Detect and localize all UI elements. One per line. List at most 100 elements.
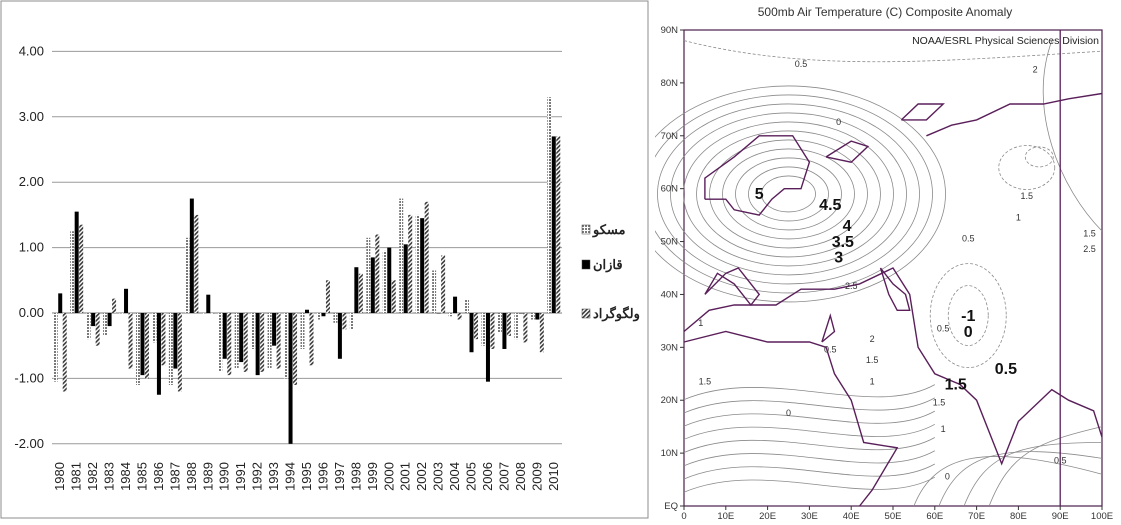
contour-value-label: 1.5	[1083, 228, 1096, 238]
bar-moscow	[300, 313, 305, 349]
bar-kazan	[469, 313, 474, 353]
y-tick-label: 30N	[661, 342, 679, 353]
bar-volgograd	[210, 313, 215, 314]
bar-kazan	[370, 257, 375, 313]
bar-moscow	[185, 237, 190, 313]
legend-label: ولگوگراد	[593, 305, 640, 322]
x-tick-label: 100E	[1091, 511, 1113, 520]
map-title: 500mb Air Temperature (C) Composite Anom…	[758, 5, 1013, 19]
x-tick-label: 20E	[759, 511, 776, 520]
contour-value-label: 0	[945, 472, 950, 482]
bar-kazan	[502, 313, 507, 349]
coastline	[900, 103, 945, 121]
bar-volgograd	[293, 313, 298, 385]
bar-volgograd	[391, 280, 396, 313]
x-tick-label: 60E	[926, 511, 943, 520]
legend-label: قازان	[593, 257, 623, 273]
x-tick-label: 1981	[69, 462, 84, 491]
bar-moscow	[465, 299, 470, 313]
x-tick-label: 1994	[283, 462, 298, 491]
bar-kazan	[485, 313, 490, 382]
x-tick-label: 1995	[299, 462, 314, 491]
coastline	[683, 267, 1103, 466]
coastline	[825, 140, 870, 163]
contour-line	[938, 451, 1103, 507]
legend-swatch	[581, 224, 591, 235]
bar-kazan	[535, 313, 540, 320]
bar-volgograd	[523, 313, 528, 343]
bar-kazan	[156, 313, 161, 395]
bar-moscow	[481, 313, 486, 346]
bar-kazan	[305, 309, 309, 313]
contour-line	[683, 423, 935, 440]
bar-volgograd	[194, 214, 199, 313]
x-tick-label: 2000	[381, 462, 396, 491]
contour-value-label: 0.5	[824, 345, 837, 355]
contour-line	[947, 285, 989, 347]
contour-line	[748, 166, 829, 222]
bar-volgograd	[342, 313, 347, 330]
bar-moscow	[514, 313, 519, 340]
bar-kazan	[403, 244, 408, 313]
bar-moscow	[135, 313, 140, 385]
contour-labels: 0.5 2 0 1.5 1 0.5 1.5 2.5 2.5 1 2 0.5 1.5 0.5 1.5 1 1.5 0…	[698, 59, 1096, 482]
bar-kazan	[124, 288, 129, 313]
x-tick-label: 1985	[134, 462, 149, 491]
bar-kazan	[58, 293, 63, 313]
x-tick-label: 2010	[546, 462, 561, 491]
coastline	[704, 267, 761, 307]
bar-kazan	[288, 313, 293, 444]
contour-line	[722, 148, 855, 240]
contour-line	[683, 121, 894, 267]
bar-volgograd	[62, 313, 67, 392]
contour-line	[988, 426, 1103, 507]
bar-volgograd	[309, 313, 314, 366]
contour-line	[683, 410, 935, 427]
bar-chart-panel: 4.00 3.00 2.00 1.00 0.00 -1.00 -2.00 1980 1981 1…	[0, 0, 649, 519]
y-tick-label: 3.00	[19, 109, 44, 124]
x-tick-label: 2009	[529, 462, 544, 491]
contour-value-label: 1	[1016, 212, 1021, 222]
bar-volgograd	[276, 313, 281, 369]
bar-moscow	[399, 198, 404, 313]
bar-kazan	[518, 313, 523, 314]
contour-line	[998, 145, 1056, 190]
bar-chart: 4.003.002.001.000.00-1.00-2.00 1980 1981 1…	[0, 0, 649, 519]
contour-line	[929, 263, 1007, 369]
bar-volgograd	[79, 224, 84, 313]
x-tick-label: 1989	[200, 462, 215, 491]
y-tick-label: EQ	[664, 501, 678, 512]
contour-value-label: 0	[786, 408, 791, 418]
bar-volgograd	[243, 313, 248, 372]
y-tick-label: 2.00	[19, 174, 44, 189]
bar-volgograd	[441, 255, 446, 313]
bar-kazan	[222, 313, 227, 359]
x-tick-label: 2006	[480, 462, 495, 491]
bar-moscow	[218, 313, 223, 372]
contour-value-label: 1	[698, 318, 703, 328]
anomaly-value-label: 4.5	[819, 197, 841, 214]
bar-volgograd	[95, 313, 100, 346]
bar-volgograd	[260, 313, 265, 372]
x-tick-label: 2003	[431, 462, 446, 491]
anomaly-value-label: 3.5	[832, 234, 854, 251]
contour-value-label: 1.5	[933, 398, 946, 408]
contour-line	[683, 384, 935, 401]
bar-volgograd	[539, 313, 544, 353]
bar-kazan	[453, 296, 458, 313]
bar-moscow	[234, 313, 239, 369]
x-tick-label: 1984	[118, 462, 133, 491]
y-tick-label: 90N	[661, 25, 679, 36]
contour-value-label: 2.5	[845, 281, 858, 291]
anomaly-value-label: -1	[961, 308, 975, 325]
bar-volgograd	[506, 313, 511, 336]
y-tick-label: -1.00	[14, 370, 44, 385]
bar-volgograd	[375, 234, 380, 313]
bar-kazan	[206, 294, 211, 313]
y-tick-label: 0.00	[19, 305, 44, 320]
x-tick-label: 1987	[167, 462, 182, 491]
legend-swatch	[581, 259, 591, 270]
contour-map-panel: 500mb Air Temperature (C) Composite Anom…	[631, 0, 1121, 522]
anomaly-value-label: 3	[834, 250, 843, 267]
contour-line	[683, 437, 935, 453]
